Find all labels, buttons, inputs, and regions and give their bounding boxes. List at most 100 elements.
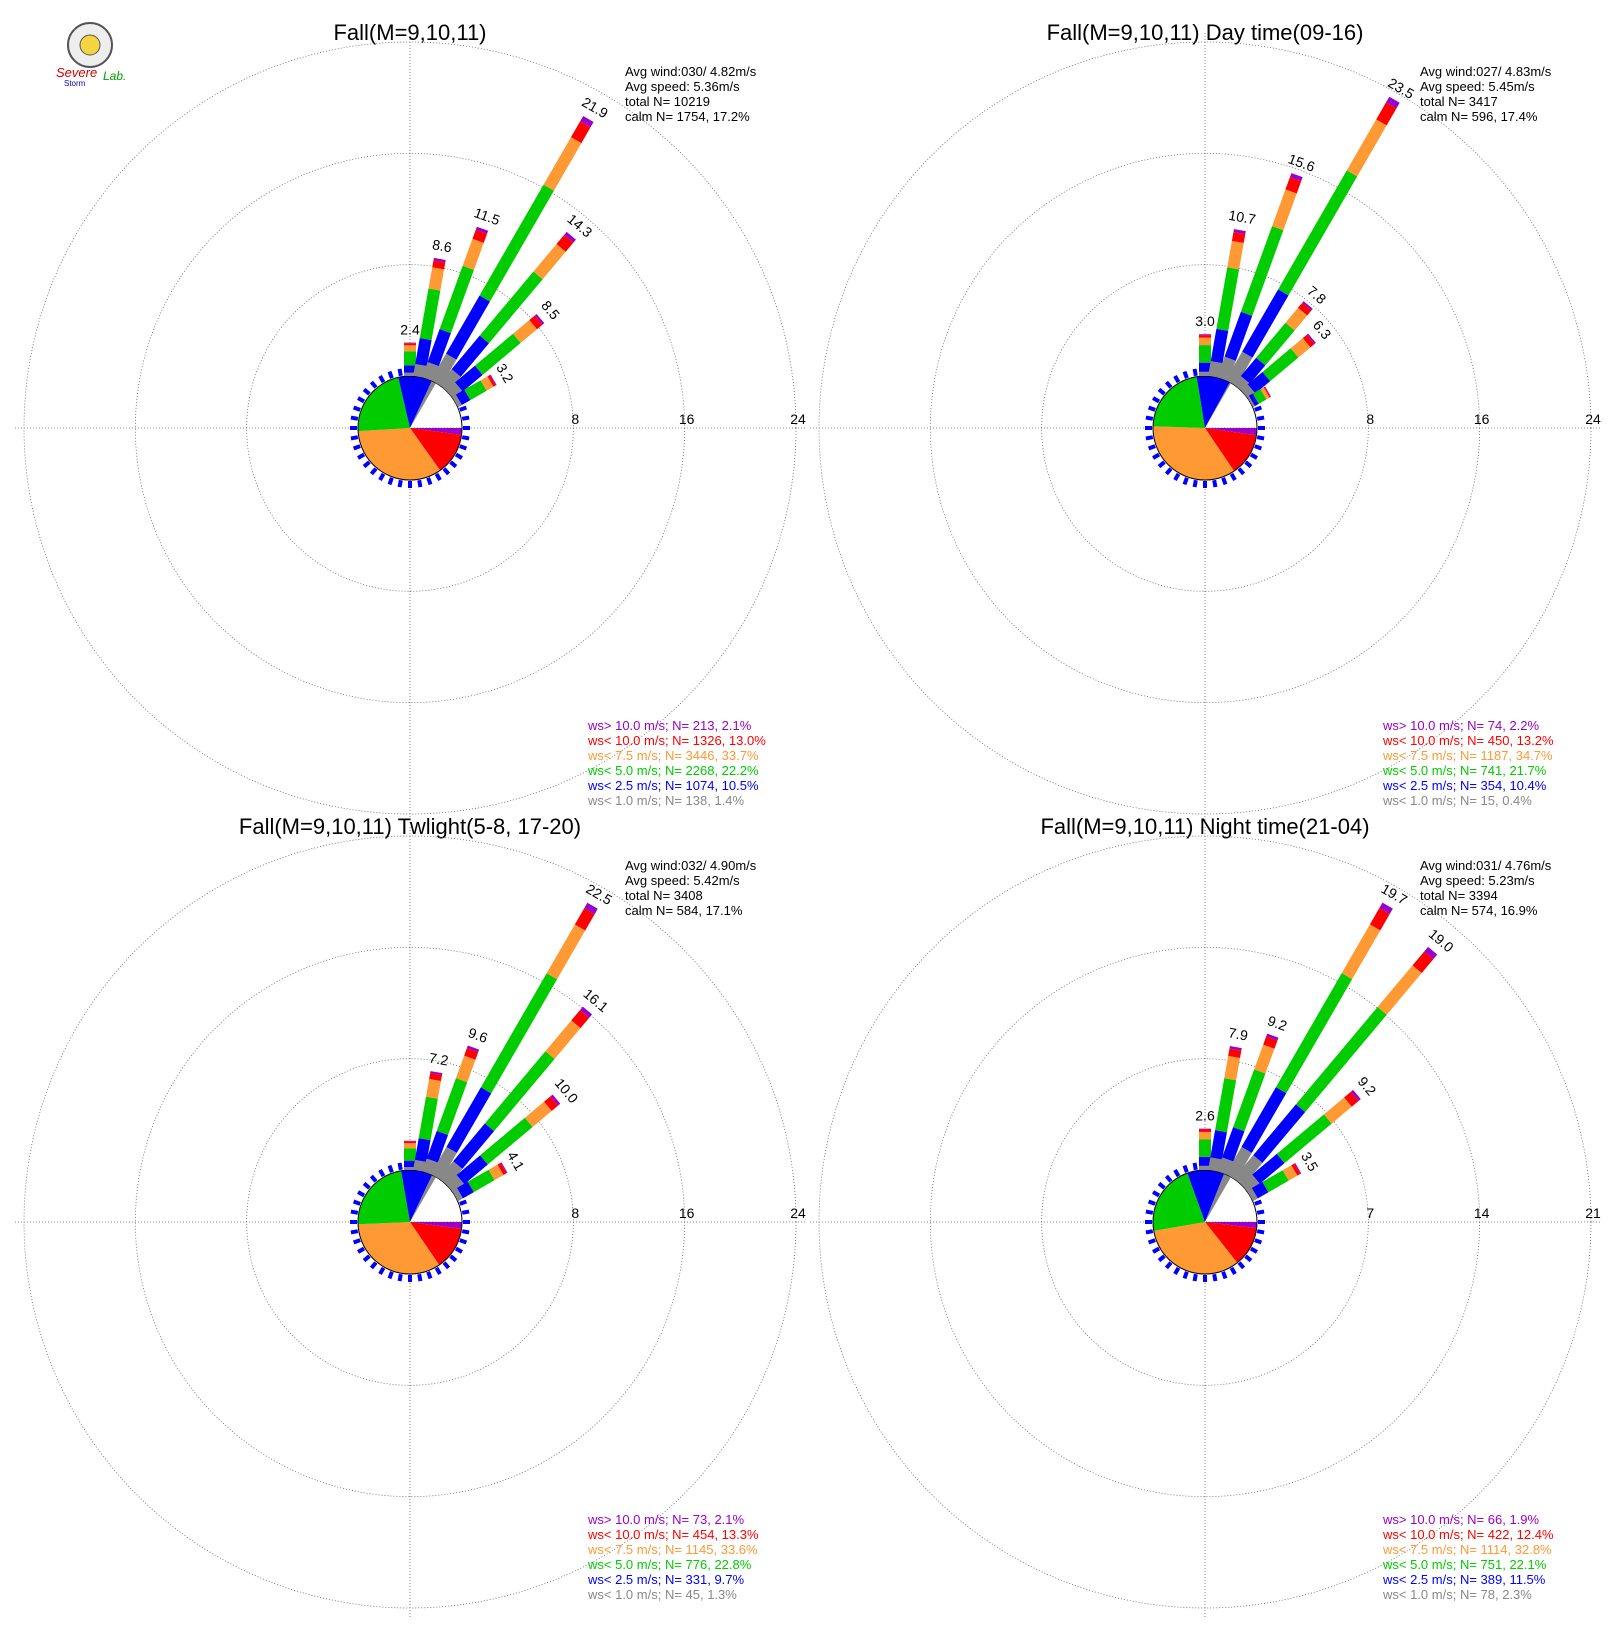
stats-line: Avg wind:032/ 4.90m/s xyxy=(625,858,757,873)
minor-bar xyxy=(1221,1271,1228,1280)
ring-2 xyxy=(929,946,1481,1498)
logo-seal-center xyxy=(79,34,101,56)
bar-segment xyxy=(426,1130,449,1163)
bar-label: 3.5 xyxy=(1298,1149,1322,1174)
legend-item: ws< 5.0 m/s; N= 2268, 22.2% xyxy=(587,763,759,778)
pie-slice xyxy=(1153,1173,1205,1231)
bar-segment xyxy=(1263,386,1271,398)
bar-segment xyxy=(1379,902,1393,915)
minor-bar xyxy=(461,435,470,441)
minor-bar xyxy=(461,415,470,421)
ring-label: 24 xyxy=(790,1205,806,1221)
bar-segment xyxy=(480,973,558,1094)
pie-slice xyxy=(410,1222,462,1266)
bar-segment xyxy=(1199,337,1211,346)
bar-segment xyxy=(464,380,487,401)
bar-segment xyxy=(580,116,594,128)
ring-label: 8 xyxy=(1366,411,1374,427)
bar-segment xyxy=(1272,189,1297,231)
bar-label: 11.5 xyxy=(472,204,502,228)
bar-segment xyxy=(1289,173,1303,182)
bar-segment xyxy=(1216,267,1240,331)
bar-segment xyxy=(1248,393,1259,407)
pie-slice xyxy=(1153,376,1205,428)
bar-label: 2.4 xyxy=(400,321,420,337)
minor-bar xyxy=(362,387,371,396)
bar-segment xyxy=(488,1164,504,1181)
bar-segment xyxy=(1199,345,1211,363)
bar-segment xyxy=(1260,387,1270,400)
minor-bar xyxy=(387,1164,394,1173)
pie-slice xyxy=(401,1170,433,1222)
minor-bar xyxy=(1182,370,1189,379)
ring-label: 14 xyxy=(1474,1205,1490,1221)
bar-segment xyxy=(1424,946,1438,960)
legend-item: ws< 10.0 m/s; N= 454, 13.3% xyxy=(587,1527,759,1542)
bar-segment xyxy=(404,1143,416,1149)
bar-segment xyxy=(1199,1165,1211,1170)
bar-segment xyxy=(487,374,496,387)
chart-title: Fall(M=9,10,11) xyxy=(333,20,486,45)
bar-segment xyxy=(438,1161,463,1187)
bar-segment xyxy=(1350,1089,1361,1101)
bar-segment xyxy=(1262,1170,1289,1193)
minor-bar xyxy=(1221,477,1228,486)
minor-bar xyxy=(387,370,394,379)
bar-segment xyxy=(1229,1046,1242,1051)
bar-segment xyxy=(1386,96,1400,109)
bar-segment xyxy=(436,1078,468,1136)
minor-bar xyxy=(459,444,468,451)
legend-item: ws< 2.5 m/s; N= 389, 11.5% xyxy=(1382,1572,1546,1587)
bar-segment xyxy=(479,271,543,344)
minor-bar xyxy=(1173,1266,1181,1275)
minor-bar xyxy=(357,1190,366,1198)
minor-bar xyxy=(1147,1238,1156,1245)
bar-segment xyxy=(452,1187,463,1202)
bar-segment xyxy=(1199,1129,1211,1132)
minor-bar xyxy=(459,1199,468,1206)
pie-slice xyxy=(358,1222,440,1275)
bar-segment xyxy=(1290,338,1311,358)
minor-bar xyxy=(378,1169,386,1178)
stats-line: Avg wind:030/ 4.82m/s xyxy=(625,64,757,79)
bar-segment xyxy=(1302,334,1315,348)
ring-3 xyxy=(23,835,797,1609)
bar-segment xyxy=(1233,229,1246,235)
pie-slice xyxy=(358,1170,410,1225)
bar-segment xyxy=(1302,301,1313,311)
bar-segment xyxy=(404,351,416,366)
bar-segment xyxy=(466,1045,480,1053)
ring-3 xyxy=(818,41,1592,815)
pie-slice xyxy=(410,1222,463,1229)
bar-segment xyxy=(1228,1048,1242,1058)
bar-segment xyxy=(1227,240,1244,270)
pie-slice xyxy=(398,376,432,428)
wind-rose-panel-3: Fall(M=9,10,11) Twlight(5-8, 17-20) 8 16 24… xyxy=(15,814,806,1617)
bar-segment xyxy=(1199,371,1211,376)
bar-segment xyxy=(429,1073,442,1082)
minor-bar xyxy=(1152,452,1161,460)
minor-bar xyxy=(1192,479,1198,488)
minor-bar xyxy=(1164,467,1173,476)
pie-slice xyxy=(1205,1222,1257,1229)
legend-item: ws< 2.5 m/s; N= 354, 10.4% xyxy=(1382,778,1547,793)
bar-segment xyxy=(418,1096,438,1141)
bar-segment xyxy=(1199,335,1211,338)
minor-bar xyxy=(357,396,366,404)
minor-bar xyxy=(1147,444,1156,451)
minor-bar xyxy=(1254,405,1263,412)
bar-label: 7.9 xyxy=(1227,1024,1249,1043)
pie-slice xyxy=(410,1174,436,1222)
minor-bar xyxy=(1164,1174,1173,1183)
minor-bar xyxy=(1192,1162,1198,1171)
legend-item: ws< 1.0 m/s; N= 138, 1.4% xyxy=(587,793,745,808)
minor-bar xyxy=(1249,1246,1258,1254)
bar-segment xyxy=(1199,1131,1211,1140)
bar-segment xyxy=(404,342,416,344)
minor-bar xyxy=(1157,1254,1166,1263)
minor-bar xyxy=(1192,1273,1198,1282)
ring-label: 8 xyxy=(571,1205,579,1221)
minor-bar xyxy=(1145,435,1154,441)
bar-segment xyxy=(1225,351,1253,386)
bar-segment xyxy=(1306,333,1316,344)
